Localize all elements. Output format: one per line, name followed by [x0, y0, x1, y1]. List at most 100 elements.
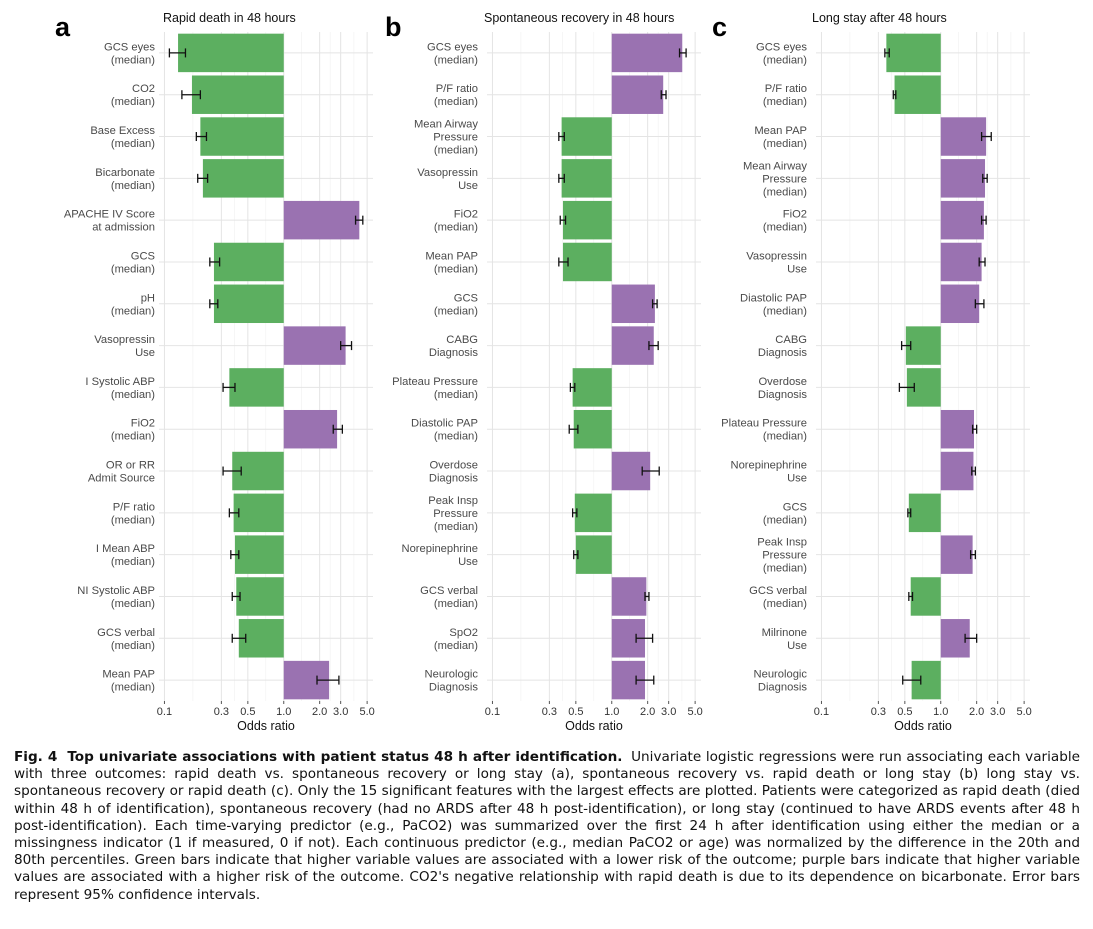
category-label: GCS verbal (median) [97, 627, 155, 652]
x-axis-title: Odds ratio [565, 719, 623, 733]
category-label: SpO2 (median) [434, 627, 478, 652]
bar [572, 368, 612, 407]
category-label: Mean Airway Pressure (median) [743, 160, 807, 198]
category-label: Vasopressin Use [94, 334, 155, 359]
bar [940, 242, 982, 282]
x-axis-title: Odds ratio [894, 719, 952, 733]
bar [229, 368, 284, 407]
category-label: APACHE IV Score at admission [64, 209, 155, 234]
category-label: NI Systolic ABP (median) [77, 585, 155, 610]
category-label: Diastolic PAP (median) [740, 292, 807, 317]
caption-label: Fig. 4 [14, 749, 58, 765]
category-label: Diastolic PAP (median) [411, 418, 478, 443]
panel-letter: a [55, 12, 71, 42]
category-label: GCS eyes (median) [427, 41, 478, 66]
bar [202, 159, 284, 198]
category-label: Overdose Diagnosis [429, 460, 479, 485]
x-tick-label: 2.0 [969, 706, 984, 718]
x-tick-label: 0.5 [897, 706, 912, 718]
bar [574, 493, 612, 533]
category-label: GCS (median) [434, 292, 478, 317]
chart-panels: GCS eyes (median) CO2 (median) Base Excess (m… [55, 11, 1032, 733]
category-label: Mean Airway Pressure (median) [414, 119, 478, 157]
bar [886, 33, 941, 73]
category-label: Peak Insp Pressure (median) [757, 537, 807, 575]
category-label: Neurologic Diagnosis [754, 669, 808, 694]
bar [178, 33, 284, 73]
x-tick-label: 0.1 [814, 706, 829, 718]
category-label: I Systolic ABP (median) [85, 376, 155, 401]
category-label: FiO2 (median) [111, 418, 155, 443]
panel-a: GCS eyes (median) CO2 (median) Base Excess (m… [55, 11, 375, 733]
x-tick-label: 5.0 [359, 706, 374, 718]
bar [233, 493, 284, 533]
category-label: Plateau Pressure (median) [392, 376, 478, 401]
bar [611, 33, 683, 73]
bar [283, 326, 346, 365]
category-label: Vasopressin Use [417, 167, 478, 192]
x-tick-label: 0.3 [542, 706, 557, 718]
bar [611, 75, 664, 114]
x-axis-title: Odds ratio [237, 719, 295, 733]
category-label: GCS eyes (median) [756, 41, 807, 66]
category-label: P/F ratio (median) [763, 83, 807, 108]
bar [940, 117, 987, 156]
bar [611, 284, 655, 324]
bar [575, 535, 612, 574]
category-label: Norepinephrine Use [402, 543, 479, 568]
bar [905, 326, 941, 365]
category-label: I Mean ABP (median) [96, 543, 155, 568]
bar [562, 200, 612, 240]
category-label: Norepinephrine Use [731, 460, 808, 485]
bar [940, 535, 973, 574]
x-tick-label: 3.0 [333, 706, 348, 718]
x-tick-label: 3.0 [661, 706, 676, 718]
category-label: Vasopressin Use [746, 250, 807, 275]
category-label: Plateau Pressure (median) [721, 418, 807, 443]
category-label: CABG Diagnosis [758, 334, 808, 359]
figure-caption: Fig. 4 Top univariate associations with p… [14, 749, 1080, 904]
bar [191, 75, 284, 114]
panel-title: Spontaneous recovery in 48 hours [484, 11, 674, 25]
bar [200, 117, 284, 156]
category-label: Mean PAP (median) [425, 250, 478, 275]
panel-title: Rapid death in 48 hours [163, 11, 296, 25]
x-tick-label: 0.3 [871, 706, 886, 718]
category-label: P/F ratio (median) [434, 83, 478, 108]
bar [940, 451, 974, 491]
bar [894, 75, 941, 114]
category-label: CO2 (median) [111, 83, 155, 108]
bar [611, 326, 654, 365]
bar [940, 284, 980, 324]
category-label: FiO2 (median) [763, 209, 807, 234]
category-label: pH (median) [111, 292, 155, 317]
category-label: GCS (median) [763, 501, 807, 526]
x-tick-label: 5.0 [1016, 706, 1031, 718]
x-tick-label: 0.1 [157, 706, 172, 718]
category-label: Neurologic Diagnosis [425, 669, 479, 694]
bar [910, 577, 941, 616]
bar [283, 409, 338, 449]
bar [908, 493, 941, 533]
panel-b: GCS eyes (median) P/F ratio (median) Mean Ai… [385, 11, 703, 733]
bar [234, 535, 284, 574]
category-label: Mean PAP (median) [754, 125, 807, 150]
category-label: GCS (median) [111, 250, 155, 275]
x-tick-label: 0.5 [568, 706, 583, 718]
category-label: FiO2 (median) [434, 209, 478, 234]
bar [213, 284, 284, 324]
category-label: P/F ratio (median) [111, 501, 155, 526]
category-label: Base Excess (median) [90, 125, 155, 150]
panel-title: Long stay after 48 hours [812, 11, 947, 25]
bar [236, 577, 284, 616]
category-label: GCS eyes (median) [104, 41, 155, 66]
x-tick-label: 2.0 [640, 706, 655, 718]
x-tick-label: 1.0 [276, 706, 291, 718]
panel-letter: c [712, 12, 727, 42]
category-label: OR or RR Admit Source [88, 460, 155, 485]
category-label: Overdose Diagnosis [758, 376, 808, 401]
x-tick-label: 5.0 [687, 706, 702, 718]
caption-text: Univariate logistic regressions were run… [14, 749, 1080, 903]
bar [561, 117, 612, 156]
caption-title: Top univariate associations with patient… [67, 749, 623, 765]
